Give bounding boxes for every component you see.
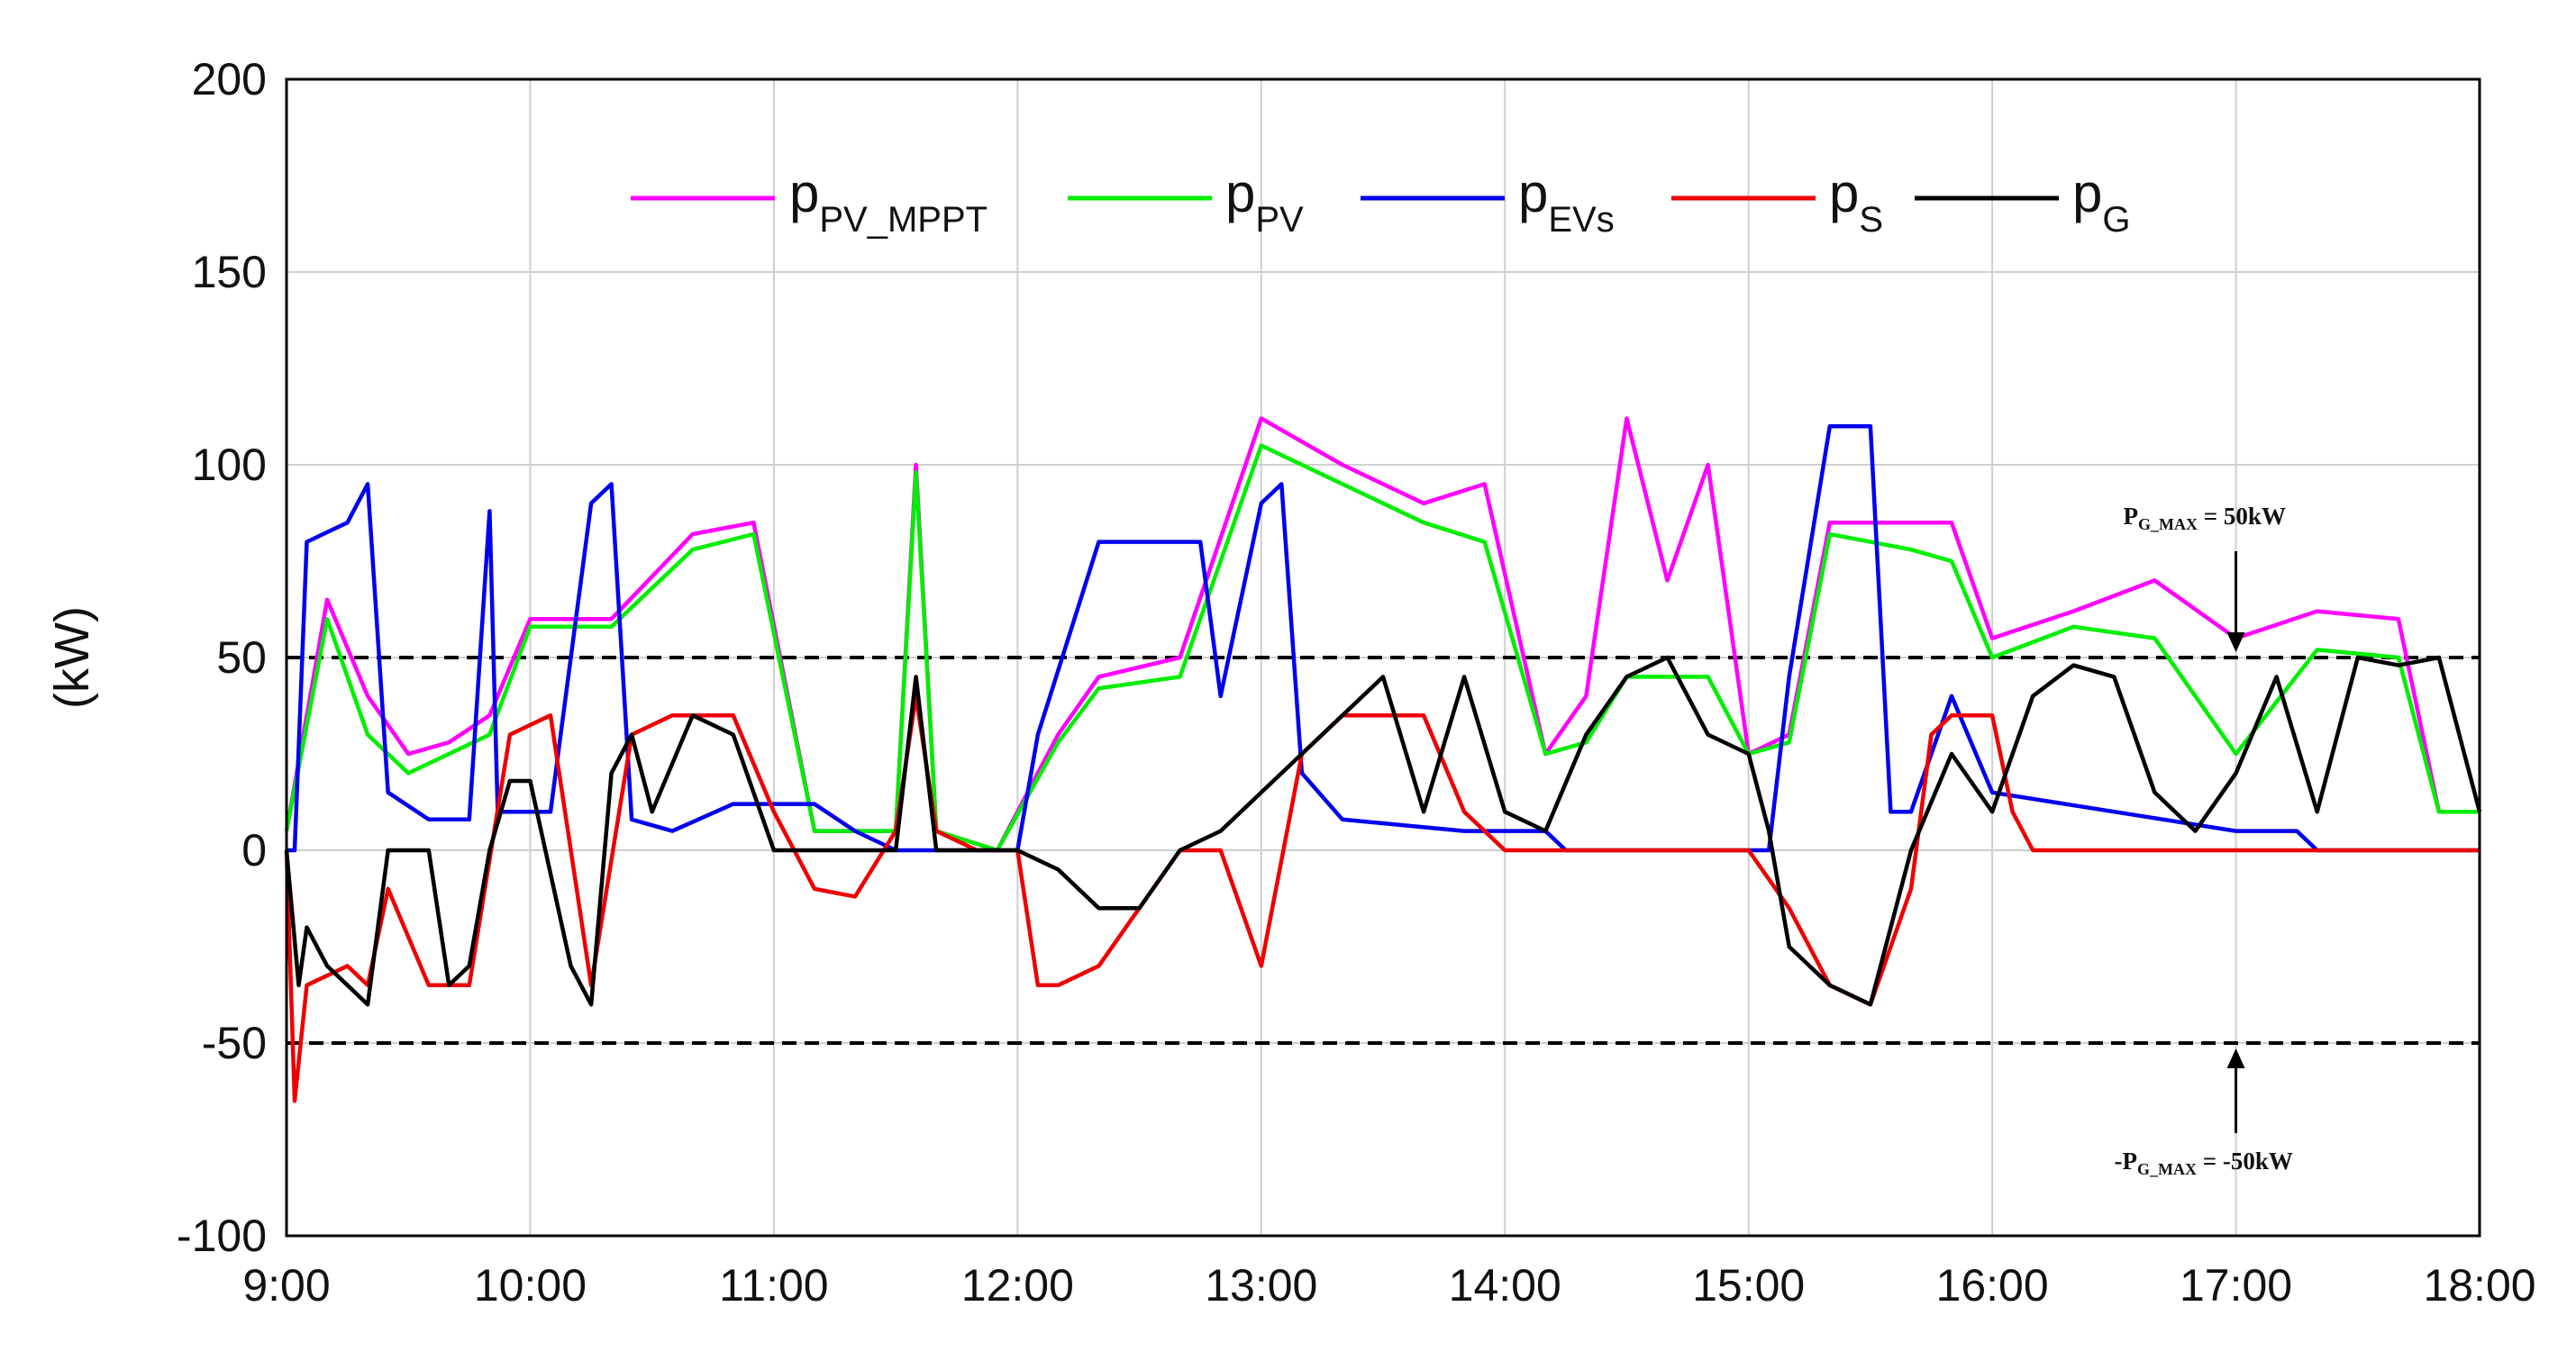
y-tick-label: 100 bbox=[192, 440, 267, 490]
legend-label: pPV bbox=[1225, 163, 1304, 240]
y-tick-label: 150 bbox=[192, 247, 267, 297]
y-tick-label: -50 bbox=[202, 1018, 267, 1068]
x-tick-label: 15:00 bbox=[1692, 1260, 1805, 1311]
x-tick-label: 9:00 bbox=[242, 1260, 330, 1311]
x-tick-label: 17:00 bbox=[2180, 1260, 2292, 1311]
legend-label: pS bbox=[1829, 163, 1883, 240]
legend-label: pPV_MPPT bbox=[789, 163, 988, 240]
legend: pPV_MPPT pPV pEVs pS pG bbox=[631, 163, 2131, 240]
series-line-s bbox=[284, 694, 2480, 1103]
reference-lines bbox=[287, 656, 2480, 1045]
series-line-evs bbox=[287, 423, 2480, 853]
x-tick-label: 14:00 bbox=[1449, 1260, 1561, 1311]
plot-frame bbox=[285, 77, 2481, 1238]
x-tick-label: 11:00 bbox=[719, 1260, 828, 1311]
y-tick-labels: 200 150 100 50 0 -50 -100 bbox=[177, 54, 267, 1261]
series-lines bbox=[284, 416, 2482, 1103]
y-tick-label: 0 bbox=[241, 825, 267, 876]
y-tick-label: 50 bbox=[216, 632, 267, 683]
x-tick-label: 10:00 bbox=[474, 1260, 587, 1311]
series-line-pv bbox=[284, 443, 2480, 853]
annotation-pgmax: PG_MAX = 50kW bbox=[2124, 503, 2286, 533]
y-tick-label: -100 bbox=[177, 1211, 267, 1261]
x-tick-label: 18:00 bbox=[2423, 1260, 2535, 1311]
series-line-g bbox=[284, 655, 2482, 1007]
y-axis-label: (kW) bbox=[45, 606, 99, 709]
x-tick-label: 12:00 bbox=[961, 1260, 1074, 1311]
annotation-neg-pgmax: -PG_MAX = -50kW bbox=[2115, 1148, 2293, 1178]
x-tick-label: 13:00 bbox=[1205, 1260, 1317, 1311]
series-line-pv-mppt bbox=[284, 416, 2480, 853]
x-tick-label: 16:00 bbox=[1936, 1260, 2049, 1311]
legend-label: pG bbox=[2072, 163, 2131, 240]
legend-label: pEVs bbox=[1518, 163, 1615, 240]
annotation-arrowhead bbox=[2226, 632, 2245, 652]
annotations: PG_MAX = 50kW -PG_MAX = -50kW bbox=[2115, 503, 2293, 1178]
y-tick-label: 200 bbox=[192, 54, 267, 104]
annotation-arrowhead bbox=[2226, 1048, 2245, 1068]
x-tick-labels: 9:00 10:00 11:00 12:00 13:00 14:00 15:00 16:00 1… bbox=[242, 1260, 2535, 1311]
